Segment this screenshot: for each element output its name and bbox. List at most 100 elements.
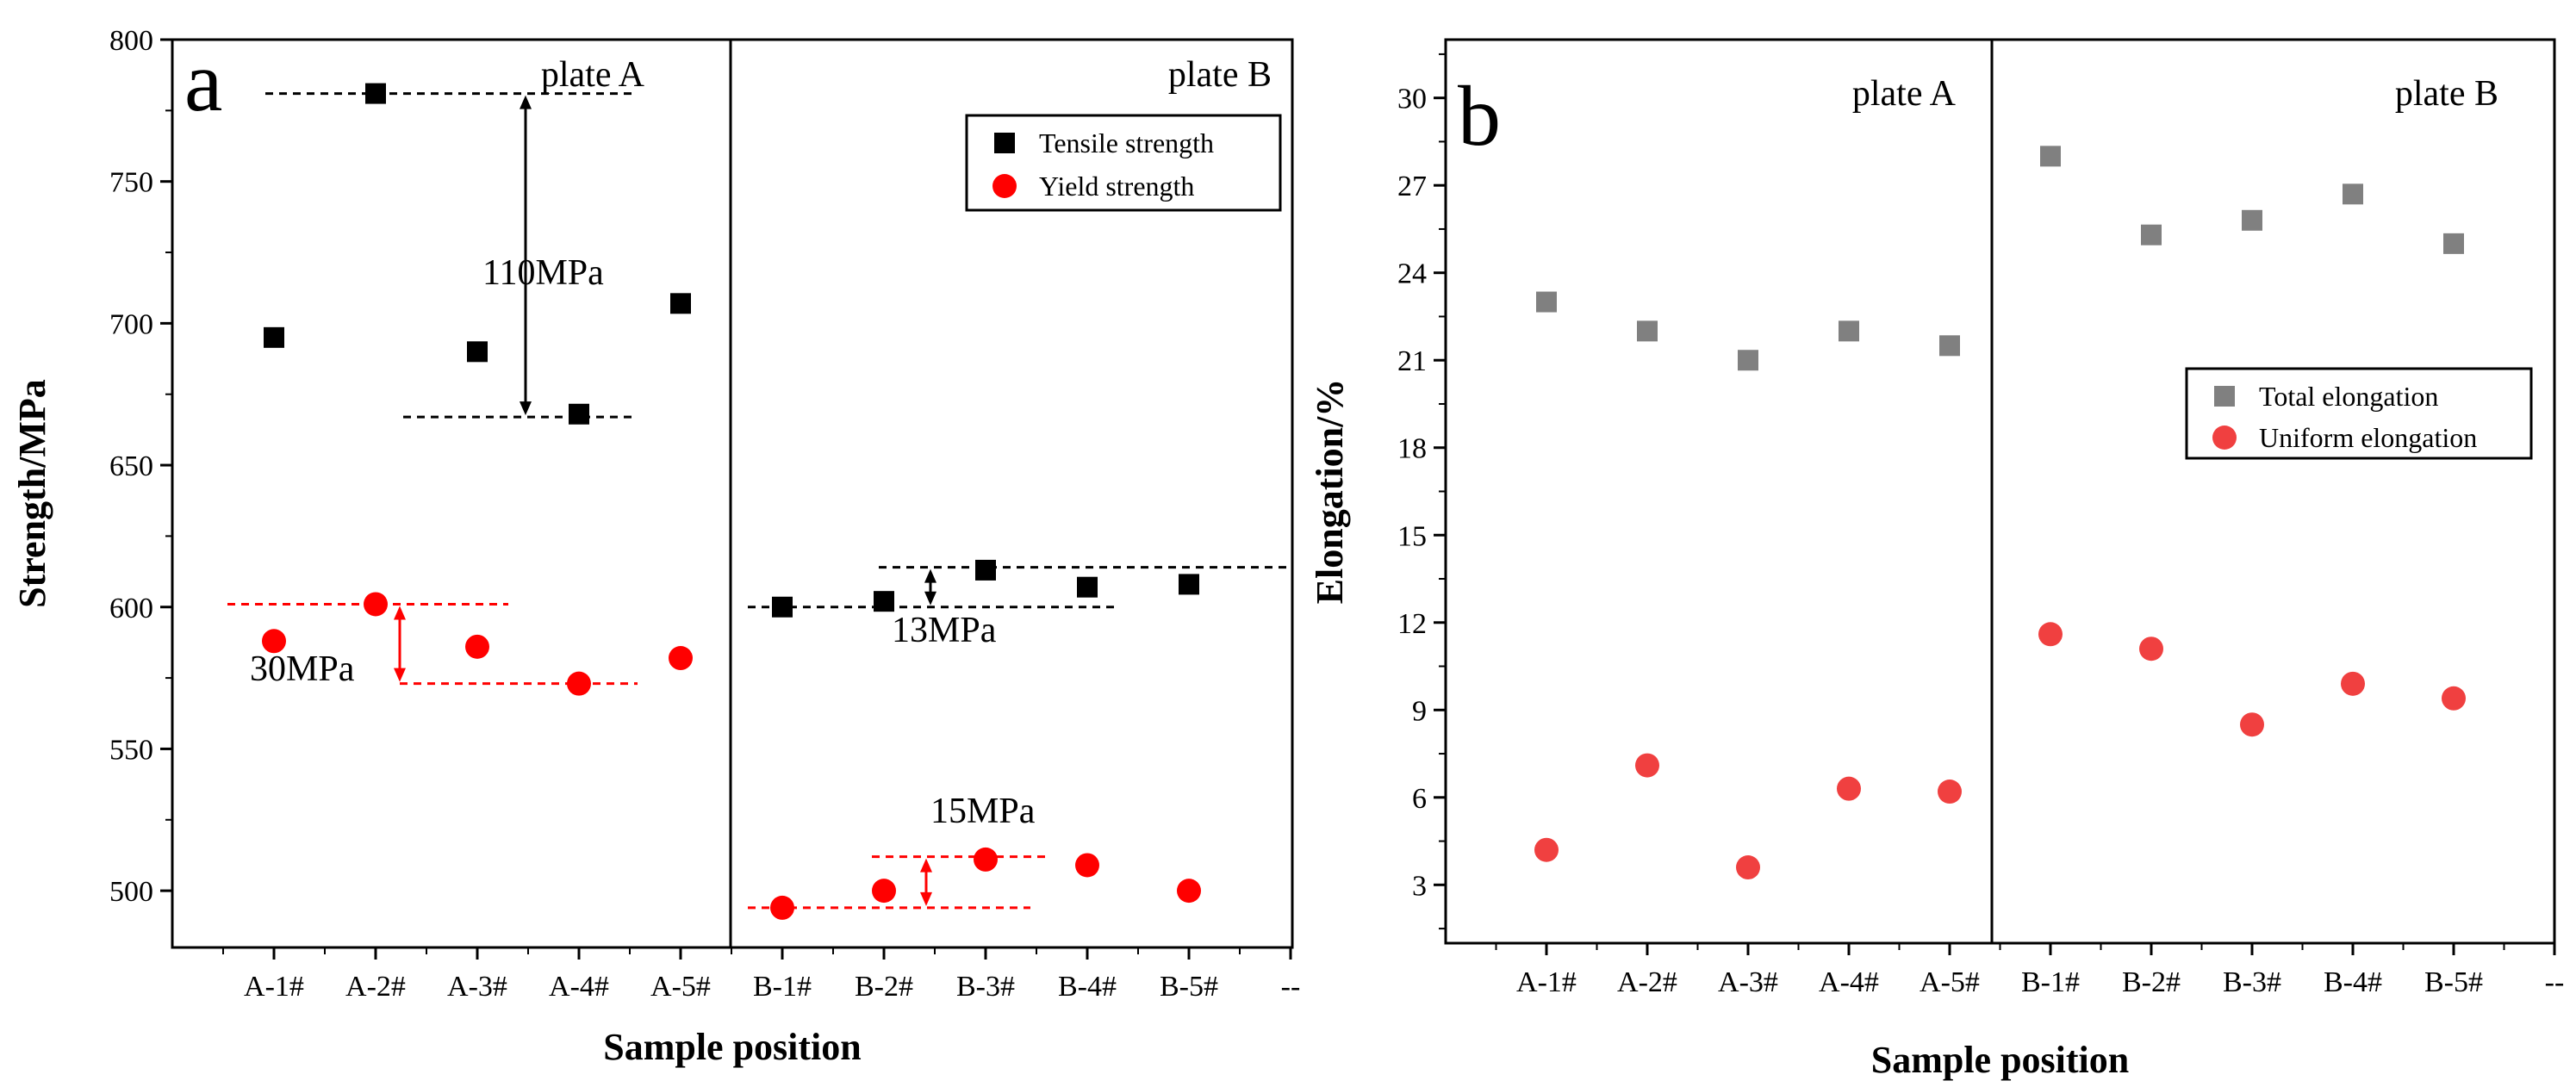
x-tick-label: A-1# [244, 971, 304, 1003]
x-tick-label: A-3# [1718, 966, 1778, 998]
legend-label: Yield strength [1039, 171, 1194, 202]
arrow-head-up [924, 568, 936, 583]
legend-box [2185, 367, 2533, 460]
data-point-square [1839, 320, 1859, 342]
data-point-square [2343, 183, 2363, 205]
panel-label: a [184, 34, 222, 129]
y-tick-label: 6 [1412, 783, 1427, 815]
chart-panel-b: 3 6 9 12 15 18 21 24 27 30 A-1# A-2# A-3# A-4# A-5# B-1… [1309, 38, 2565, 1081]
data-point-square [1179, 574, 1199, 595]
data-point-circle [2240, 712, 2264, 737]
y-tick-label: 27 [1397, 171, 1427, 202]
y-tick-label: 15 [1397, 520, 1427, 552]
data-point-square [1637, 320, 1658, 342]
y-axis-label: Strength/MPa [11, 379, 53, 608]
x-tick-label: A-4# [549, 971, 609, 1003]
data-point-circle [1635, 753, 1659, 778]
legend-marker-square [994, 133, 1015, 153]
region-label-plate-a: plate A [1852, 74, 1957, 114]
data-point-circle [669, 646, 693, 671]
legend: Total elongation Uniform elongation [2185, 367, 2533, 460]
legend-label: Total elongation [2259, 381, 2438, 412]
x-tick-label: -- [2545, 966, 2565, 998]
x-tick-label: A-2# [1617, 966, 1677, 998]
data-point-square [1536, 291, 1557, 313]
x-tick-label: A-5# [650, 971, 711, 1003]
data-point-circle [1938, 780, 1962, 804]
data-point-square [2141, 224, 2162, 245]
arrow-head-down [920, 891, 932, 906]
y-tick-label: 21 [1397, 345, 1427, 377]
arrow-head-down [924, 591, 936, 606]
y-tick-label: 30 [1397, 84, 1427, 115]
data-point-circle [465, 634, 489, 659]
x-tick-label: B-2# [2122, 966, 2181, 998]
x-tick-label: B-5# [1160, 971, 1218, 1003]
data-point-square [2443, 233, 2464, 254]
x-tick-label: A-2# [345, 971, 406, 1003]
legend-marker-circle [992, 174, 1017, 198]
data-point-circle [1736, 855, 1760, 880]
x-tick-label: B-4# [2324, 966, 2382, 998]
data-point-circle [974, 847, 998, 872]
y-axis-label: Elongation/% [1309, 379, 1351, 605]
x-axis-label: Sample position [603, 1026, 862, 1068]
x-tick-label: -- [1281, 971, 1301, 1003]
legend-label: Uniform elongation [2259, 422, 2477, 453]
x-tick-label: B-2# [855, 971, 913, 1003]
data-point-square [670, 293, 691, 314]
legend-box [965, 114, 1282, 212]
annotation-label: 110MPa [482, 253, 604, 293]
y-tick-label: 800 [109, 25, 153, 57]
data-point-square [1738, 350, 1758, 371]
annotation-label: 13MPa [892, 611, 997, 650]
data-point-square [569, 403, 589, 425]
data-point-circle [1837, 776, 1861, 801]
x-tick-label: B-3# [956, 971, 1015, 1003]
y-tick-label: 500 [109, 876, 153, 908]
data-point-square [1077, 576, 1098, 598]
data-point-circle [872, 879, 896, 904]
x-tick-label: B-1# [753, 971, 812, 1003]
data-point-circle [1534, 837, 1559, 862]
panel-label: b [1458, 68, 1501, 164]
region-label-plate-b: plate B [1168, 55, 1272, 95]
region-label-plate-a: plate A [541, 55, 645, 95]
data-point-circle [2038, 622, 2063, 647]
legend: Tensile strength Yield strength [965, 114, 1282, 212]
arrow-head-down [394, 668, 406, 682]
x-tick-label: B-3# [2223, 966, 2281, 998]
arrow-head-up [394, 606, 406, 620]
y-tick-label: 3 [1412, 870, 1427, 902]
y-tick-label: 750 [109, 167, 153, 199]
data-point-circle [1177, 879, 1201, 904]
data-point-square [1939, 335, 1960, 357]
y-tick-label: 9 [1412, 695, 1427, 727]
data-point-circle [2341, 671, 2365, 696]
x-tick-label: B-4# [1058, 971, 1117, 1003]
data-point-square [264, 326, 284, 348]
y-tick-label: 600 [109, 593, 153, 624]
x-tick-label: A-5# [1920, 966, 1980, 998]
x-axis-label: Sample position [1871, 1039, 2130, 1081]
data-point-circle [2139, 637, 2163, 662]
y-tick-label: 12 [1397, 608, 1427, 640]
x-tick-label: B-1# [2021, 966, 2080, 998]
legend-marker-square [2214, 386, 2235, 407]
x-tick-label: B-5# [2424, 966, 2483, 998]
plot-frame [1444, 38, 2556, 945]
x-tick-label: A-3# [447, 971, 507, 1003]
y-tick-label: 700 [109, 308, 153, 340]
legend-label: Tensile strength [1039, 127, 1214, 158]
y-tick-label: 650 [109, 450, 153, 482]
data-point-square [2040, 146, 2061, 167]
arrow-head-up [520, 95, 532, 109]
arrow-head-down [520, 401, 532, 416]
data-point-circle [2442, 686, 2466, 711]
data-point-circle [262, 629, 286, 654]
x-tick-label: A-1# [1516, 966, 1577, 998]
chart-panel-a: 500 550 600 650 700 750 800 A-1# A-2# A-3# A-4# A-5… [11, 25, 1300, 1068]
arrow-head-up [920, 858, 932, 873]
data-point-circle [1075, 853, 1099, 878]
